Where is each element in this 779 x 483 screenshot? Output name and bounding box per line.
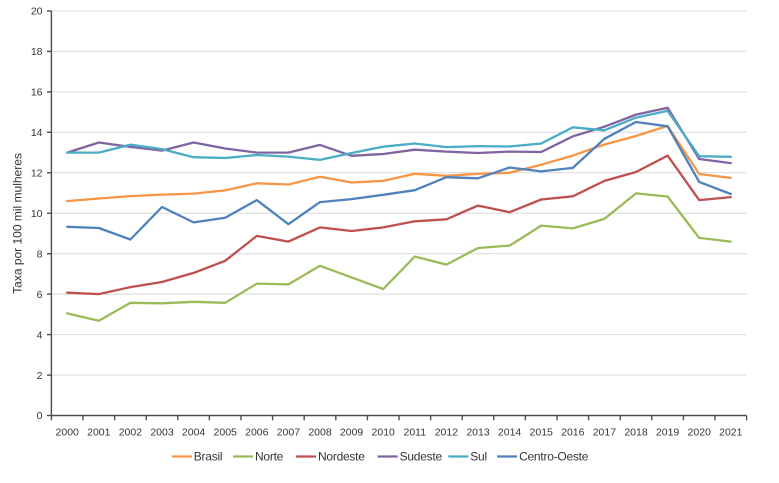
svg-text:2001: 2001 (87, 427, 111, 439)
svg-text:Norte: Norte (255, 450, 284, 464)
svg-text:16: 16 (31, 87, 43, 99)
svg-text:2011: 2011 (404, 427, 427, 439)
svg-text:0: 0 (37, 410, 43, 422)
svg-text:2019: 2019 (656, 427, 680, 439)
svg-text:2012: 2012 (435, 427, 459, 439)
svg-text:18: 18 (31, 46, 43, 58)
svg-text:2013: 2013 (466, 427, 490, 439)
svg-text:2020: 2020 (688, 427, 712, 439)
svg-text:4: 4 (37, 329, 43, 341)
svg-text:Brasil: Brasil (194, 450, 223, 464)
svg-text:6: 6 (37, 289, 43, 301)
svg-text:2003: 2003 (150, 427, 174, 439)
svg-text:2005: 2005 (214, 427, 238, 439)
svg-text:2014: 2014 (498, 427, 522, 439)
svg-text:2021: 2021 (719, 427, 743, 439)
svg-text:Taxa por 100 mil mulheres: Taxa por 100 mil mulheres (10, 153, 24, 294)
svg-text:14: 14 (31, 127, 43, 139)
svg-text:Nordeste: Nordeste (318, 450, 365, 464)
svg-text:2: 2 (37, 370, 43, 382)
svg-text:2009: 2009 (340, 427, 364, 439)
svg-text:2015: 2015 (530, 427, 554, 439)
svg-text:2007: 2007 (277, 427, 301, 439)
svg-text:Sul: Sul (470, 450, 487, 464)
svg-text:12: 12 (31, 168, 43, 180)
svg-text:Centro-Oeste: Centro-Oeste (519, 450, 589, 464)
svg-text:2016: 2016 (561, 427, 585, 439)
svg-text:8: 8 (37, 248, 43, 260)
svg-text:2000: 2000 (56, 427, 80, 439)
svg-text:Sudeste: Sudeste (400, 450, 443, 464)
svg-text:20: 20 (31, 6, 43, 18)
svg-text:2004: 2004 (182, 427, 206, 439)
svg-text:2002: 2002 (119, 427, 143, 439)
svg-text:2017: 2017 (593, 427, 617, 439)
svg-text:2008: 2008 (308, 427, 332, 439)
svg-text:2006: 2006 (245, 427, 269, 439)
svg-text:2018: 2018 (624, 427, 648, 439)
svg-text:10: 10 (31, 208, 43, 220)
svg-text:2010: 2010 (372, 427, 396, 439)
